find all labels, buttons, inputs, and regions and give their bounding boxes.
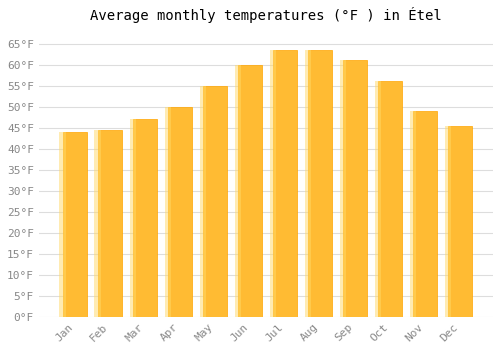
Bar (378, 82, 402, 317)
Bar (375, 82, 381, 317)
Bar (304, 50, 311, 317)
Bar (272, 50, 297, 317)
Bar (445, 126, 451, 317)
Bar (308, 50, 332, 317)
Bar (270, 50, 276, 317)
Bar (98, 130, 122, 317)
Bar (340, 61, 346, 317)
Bar (132, 119, 157, 317)
Bar (164, 107, 170, 317)
Bar (413, 111, 438, 317)
Bar (238, 65, 262, 317)
Bar (448, 126, 472, 317)
Bar (200, 86, 205, 317)
Title: Average monthly temperatures (°F ) in Étel: Average monthly temperatures (°F ) in Ét… (90, 7, 442, 23)
Bar (410, 111, 416, 317)
Bar (234, 65, 241, 317)
Bar (343, 61, 367, 317)
Bar (62, 132, 87, 317)
Bar (130, 119, 136, 317)
Bar (202, 86, 227, 317)
Bar (60, 132, 66, 317)
Bar (168, 107, 192, 317)
Bar (94, 130, 100, 317)
